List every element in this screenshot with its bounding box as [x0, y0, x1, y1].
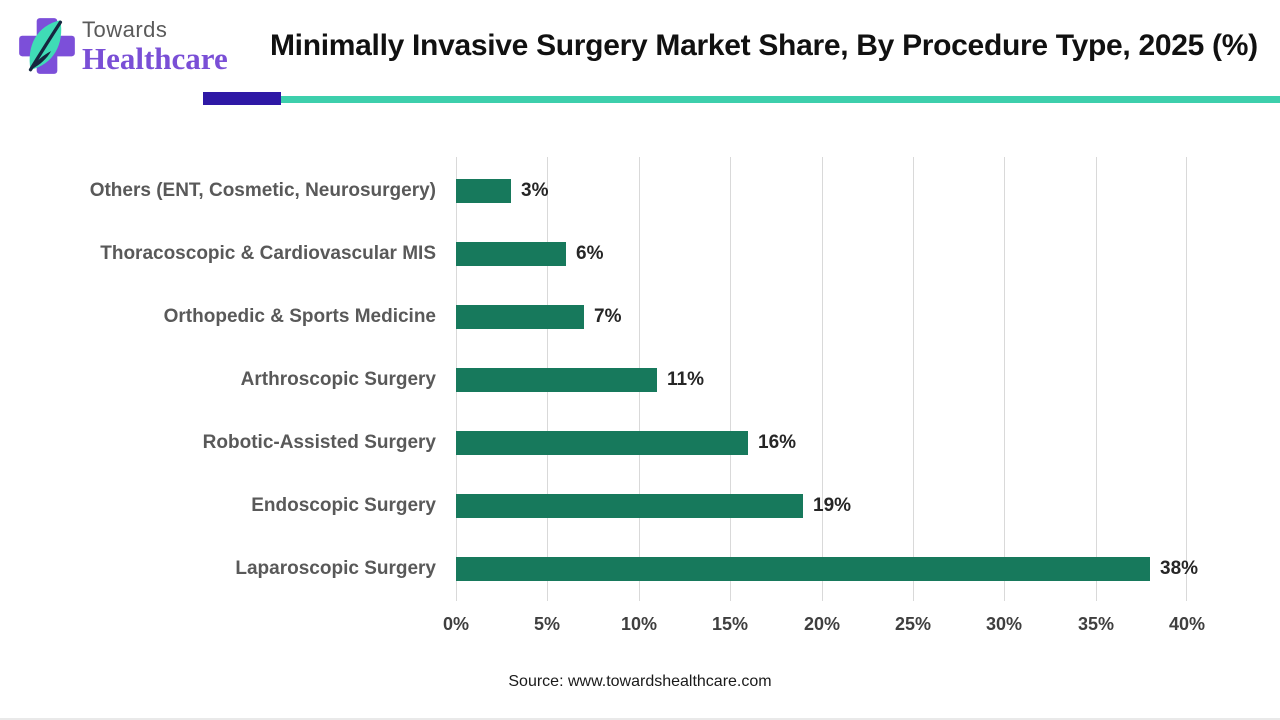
healthcare-cross-leaf-icon: [19, 18, 75, 74]
source-text: Source: www.towardshealthcare.com: [508, 673, 772, 690]
value-label: 6%: [576, 243, 604, 264]
divider-purple-accent: [203, 92, 281, 105]
bar: [456, 305, 584, 329]
gridline: [1004, 157, 1005, 601]
brand-text: Towards Healthcare: [82, 16, 228, 76]
value-label: 11%: [667, 369, 704, 390]
category-label: Endoscopic Surgery: [251, 495, 436, 516]
gridline: [1186, 157, 1187, 601]
category-label: Thoracoscopic & Cardiovascular MIS: [100, 243, 436, 264]
x-tick-label: 40%: [1168, 614, 1206, 634]
x-tick-label: 0%: [442, 614, 469, 634]
bar: [456, 494, 803, 518]
x-tick-label: 35%: [1077, 614, 1115, 634]
bar: [456, 368, 657, 392]
x-tick-label: 10%: [620, 614, 658, 634]
x-tick-label: 25%: [894, 614, 932, 634]
bar: [456, 431, 748, 455]
brand-towards: Towards: [82, 16, 168, 42]
category-label: Orthopedic & Sports Medicine: [163, 306, 436, 327]
x-tick-label: 5%: [533, 614, 560, 634]
gridline: [822, 157, 823, 601]
x-tick-label: 30%: [985, 614, 1023, 634]
x-tick-label: 20%: [803, 614, 841, 634]
value-label: 3%: [521, 180, 549, 201]
header: Towards Healthcare Minimally Invasive Su…: [0, 0, 1280, 92]
page-title: Minimally Invasive Surgery Market Share,…: [269, 29, 1258, 62]
category-label: Laparoscopic Surgery: [235, 558, 436, 579]
footer: Source: www.towardshealthcare.com: [0, 673, 1280, 691]
header-divider: [0, 92, 1280, 105]
category-label: Arthroscopic Surgery: [240, 369, 436, 390]
bar: [456, 557, 1150, 581]
plot-area: 3% 6% 7% 11% 16% 19% 38% 0% 5% 10% 15% 20% 25% 30% 35%…: [443, 155, 1205, 634]
brand-logo: Towards Healthcare: [14, 11, 228, 81]
value-label: 38%: [1160, 558, 1199, 579]
x-tick-label: 15%: [711, 614, 749, 634]
gridline: [913, 157, 914, 601]
value-label: 16%: [758, 432, 797, 453]
divider-teal-line: [280, 96, 1280, 103]
gridline: [1096, 157, 1097, 601]
bar-chart: 3% 6% 7% 11% 16% 19% 38% 0% 5% 10% 15% 20% 25% 30% 35%…: [0, 105, 1280, 657]
category-label: Others (ENT, Cosmetic, Neurosurgery): [89, 180, 436, 201]
bar: [456, 242, 566, 266]
gridline: [730, 157, 731, 601]
bar: [456, 179, 511, 203]
value-label: 7%: [594, 306, 622, 327]
category-label: Robotic-Assisted Surgery: [202, 432, 436, 453]
brand-healthcare: Healthcare: [82, 40, 228, 76]
value-label: 19%: [813, 495, 852, 516]
